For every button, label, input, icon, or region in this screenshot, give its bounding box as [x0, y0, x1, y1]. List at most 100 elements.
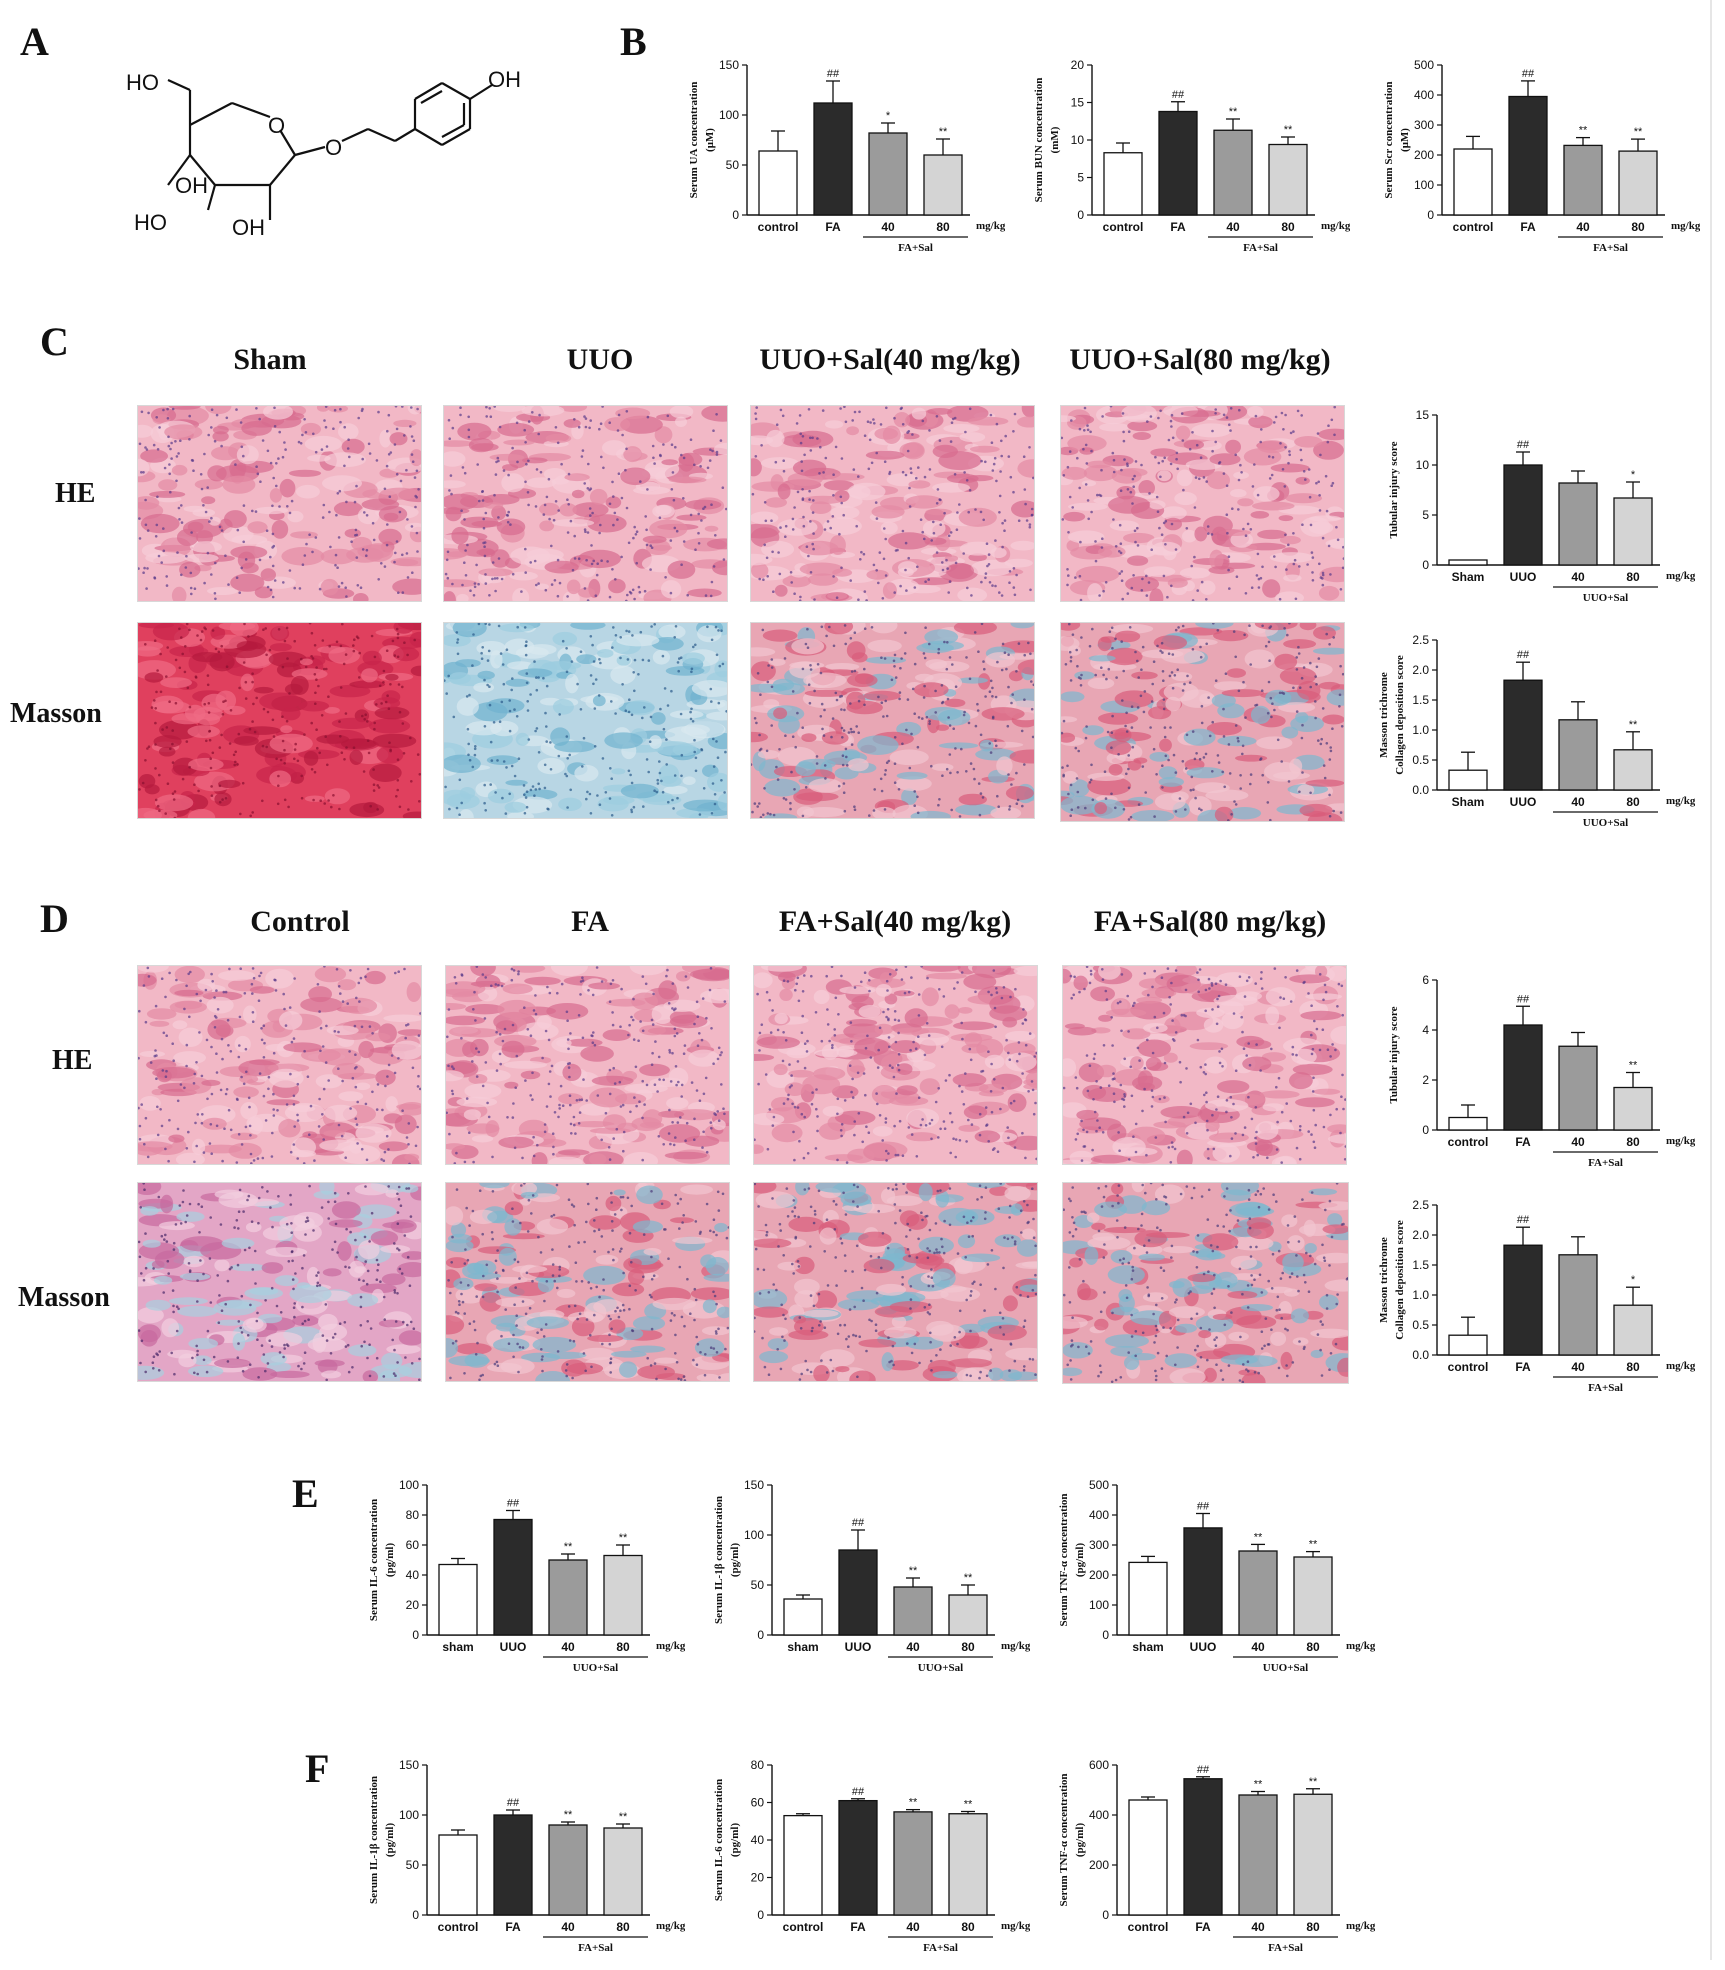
category-label: 40: [561, 1920, 575, 1934]
bar: [1183, 1778, 1223, 1916]
significance-mark: **: [1634, 126, 1643, 138]
y-axis-label: Serum IL-1β concentration: [368, 1776, 380, 1904]
y-tick-label: 150: [399, 1758, 419, 1772]
bar: [1558, 1045, 1598, 1131]
y-tick-label: 50: [726, 158, 740, 172]
bar: [1613, 749, 1653, 791]
y-tick-label: 80: [406, 1508, 420, 1522]
y-tick-label: 2.5: [1412, 633, 1429, 647]
molecule-drawing: HO OH O O OH HO OH: [126, 67, 521, 240]
micrograph-d-he-control: [137, 965, 422, 1165]
molecule-label-3: O: [268, 113, 285, 138]
y-tick-label: 400: [1089, 1508, 1109, 1522]
category-label: UUO: [500, 1640, 527, 1654]
category-label: 40: [906, 1640, 920, 1654]
category-label: 40: [1571, 1360, 1585, 1374]
bar: [923, 154, 963, 216]
unit-label: mg/kg: [656, 1920, 685, 1932]
micrograph-d-he-sal80: [1062, 965, 1347, 1165]
bar: [783, 1814, 823, 1916]
bar-chart: 0 100 200 300 400 500 Serum TNF-α concentratio…: [1058, 1478, 1375, 1674]
y-tick-label: 4: [1422, 1023, 1429, 1037]
significance-mark: **: [1629, 719, 1638, 731]
category-label: UUO: [1510, 795, 1537, 809]
bar: [868, 132, 908, 216]
y-tick-label: 200: [1414, 148, 1434, 162]
y-tick-label: 0: [412, 1908, 419, 1922]
bar: [893, 1811, 933, 1916]
bar: [1563, 144, 1603, 216]
chart-b-serum-ua: 0 50 100 150 Serum UA concentration (μM) contr…: [675, 55, 1005, 265]
bar: [1453, 148, 1493, 216]
unit-label: mg/kg: [1346, 1920, 1375, 1932]
bar: [1613, 497, 1653, 566]
significance-mark: ##: [827, 68, 840, 80]
y-tick-label: 200: [1089, 1568, 1109, 1582]
y-axis-label: (pg/ml): [729, 1543, 741, 1578]
group-label: FA+Sal: [578, 1942, 613, 1954]
bar-chart: 0 50 100 150 Serum UA concentration (μM) contr…: [688, 58, 1005, 254]
y-axis-label: (μM): [704, 128, 716, 152]
y-tick-label: 1.5: [1412, 693, 1429, 707]
bar-chart: 0 200 400 600 Serum TNF-α concentration (pg/m…: [1058, 1758, 1375, 1954]
category-label: Sham: [1452, 795, 1485, 809]
y-tick-label: 100: [719, 108, 739, 122]
y-tick-label: 150: [719, 58, 739, 72]
bar: [548, 1824, 588, 1916]
category-label: 80: [1306, 1920, 1320, 1934]
category-label: FA: [1515, 1360, 1531, 1374]
significance-mark: *: [1631, 469, 1636, 481]
y-tick-label: 400: [1089, 1808, 1109, 1822]
bar: [1183, 1527, 1223, 1636]
bar: [603, 1827, 643, 1916]
y-tick-label: 2.5: [1412, 1198, 1429, 1212]
panel-letter-b: B: [620, 19, 647, 64]
micrograph-c-masson-sal80: [1060, 622, 1345, 822]
micrograph-texture: [138, 966, 421, 1164]
category-label: 80: [961, 1920, 975, 1934]
significance-mark: ##: [1197, 1501, 1210, 1513]
molecule-label-2: OH: [488, 67, 520, 92]
category-label: FA: [1195, 1920, 1211, 1934]
bar: [948, 1813, 988, 1916]
category-label: sham: [787, 1640, 818, 1654]
micrograph-texture: [1063, 1183, 1348, 1383]
y-axis-label: (pg/ml): [1074, 1823, 1086, 1858]
panel-letter-c: C: [40, 319, 69, 364]
category-label: 40: [1571, 1135, 1585, 1149]
section-c-row-he: HE: [55, 478, 96, 509]
category-label: UUO: [1190, 1640, 1217, 1654]
significance-mark: ##: [1517, 1214, 1530, 1226]
significance-mark: **: [564, 1541, 573, 1553]
category-label: UUO: [1510, 570, 1537, 584]
unit-label: mg/kg: [976, 220, 1005, 232]
bar-chart: 0 5 10 15 Tubular injury score Sham ## UUO 40 * 80…: [1388, 408, 1695, 604]
category-label: control: [1453, 220, 1494, 234]
category-label: 40: [1226, 220, 1240, 234]
micrograph-c-he-sal80: [1060, 405, 1345, 602]
micrograph-d-he-fa: [445, 965, 730, 1165]
bar: [548, 1559, 588, 1636]
y-tick-label: 40: [406, 1568, 420, 1582]
y-tick-label: 20: [406, 1598, 420, 1612]
y-tick-label: 50: [406, 1858, 420, 1872]
unit-label: mg/kg: [1671, 220, 1700, 232]
y-axis-label: (mM): [1049, 126, 1061, 153]
chart-c-tubular-injury: 0 5 10 15 Tubular injury score Sham ## UUO 40 * 80…: [1365, 405, 1695, 615]
y-tick-label: 20: [751, 1871, 765, 1885]
bar: [948, 1594, 988, 1636]
y-axis-label: Masson trichrome: [1378, 1237, 1390, 1323]
y-tick-label: 0: [1102, 1628, 1109, 1642]
category-label: FA: [1515, 1135, 1531, 1149]
molecule-label-6: HO: [134, 210, 167, 235]
category-label: 40: [1571, 795, 1585, 809]
micrograph-d-masson-control: [137, 1182, 422, 1382]
micrograph-texture: [1063, 966, 1346, 1164]
category-label: control: [1128, 1920, 1169, 1934]
significance-mark: ##: [1517, 993, 1530, 1005]
section-d-col-2: FA: [571, 905, 609, 938]
bar-chart: 0 100 200 300 400 500 Serum Scr concentration (…: [1383, 58, 1700, 254]
y-axis-label: Serum IL-6 concentration: [368, 1499, 380, 1621]
y-tick-label: 2.0: [1412, 663, 1429, 677]
significance-mark: ##: [507, 1498, 520, 1510]
